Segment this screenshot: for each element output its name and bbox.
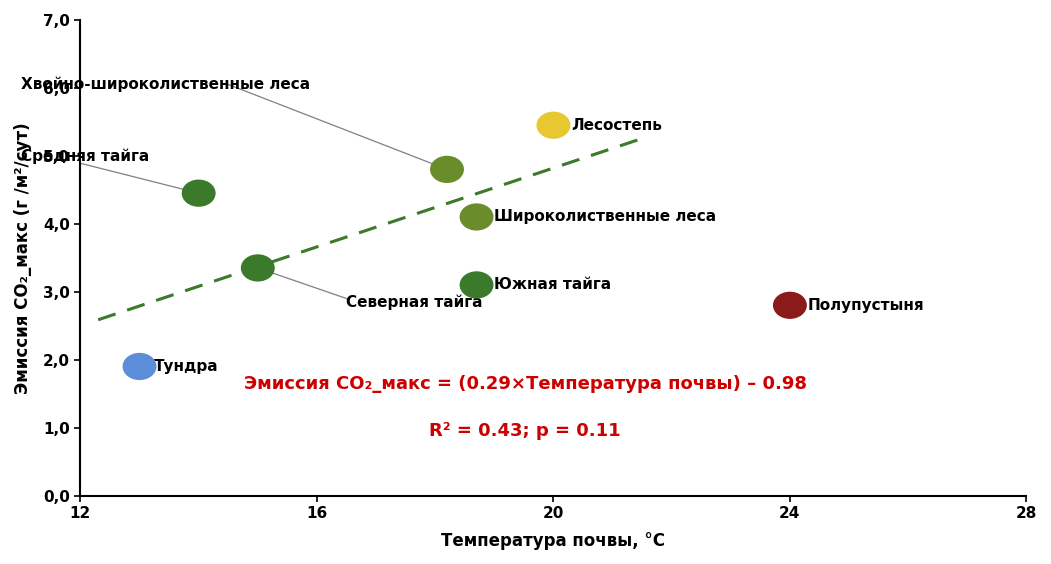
Text: Тундра: Тундра bbox=[154, 359, 219, 374]
Text: R² = 0.43; p = 0.11: R² = 0.43; p = 0.11 bbox=[429, 422, 621, 440]
Text: Широколиственные леса: Широколиственные леса bbox=[494, 209, 717, 224]
Ellipse shape bbox=[431, 156, 463, 182]
Ellipse shape bbox=[183, 180, 214, 206]
Ellipse shape bbox=[460, 272, 493, 298]
Y-axis label: Эмиссия CO₂_макс (г /м²/сут): Эмиссия CO₂_макс (г /м²/сут) bbox=[14, 122, 32, 394]
Text: Южная тайга: Южная тайга bbox=[494, 277, 612, 292]
Ellipse shape bbox=[123, 354, 156, 380]
Text: Эмиссия CO₂_макс = (0.29×Температура почвы) – 0.98: Эмиссия CO₂_макс = (0.29×Температура поч… bbox=[244, 375, 806, 393]
Ellipse shape bbox=[242, 255, 274, 281]
Text: Северная тайга: Северная тайга bbox=[347, 294, 483, 310]
Ellipse shape bbox=[774, 292, 806, 318]
Ellipse shape bbox=[460, 204, 493, 230]
Text: Полупустыня: Полупустыня bbox=[807, 298, 924, 313]
Ellipse shape bbox=[537, 112, 570, 138]
X-axis label: Температура почвы, °C: Температура почвы, °C bbox=[441, 532, 665, 550]
Text: Хвойно-широколиственные леса: Хвойно-широколиственные леса bbox=[21, 77, 310, 92]
Text: Лесостепь: Лесостепь bbox=[571, 118, 662, 133]
Text: Средняя тайга: Средняя тайга bbox=[21, 148, 149, 164]
